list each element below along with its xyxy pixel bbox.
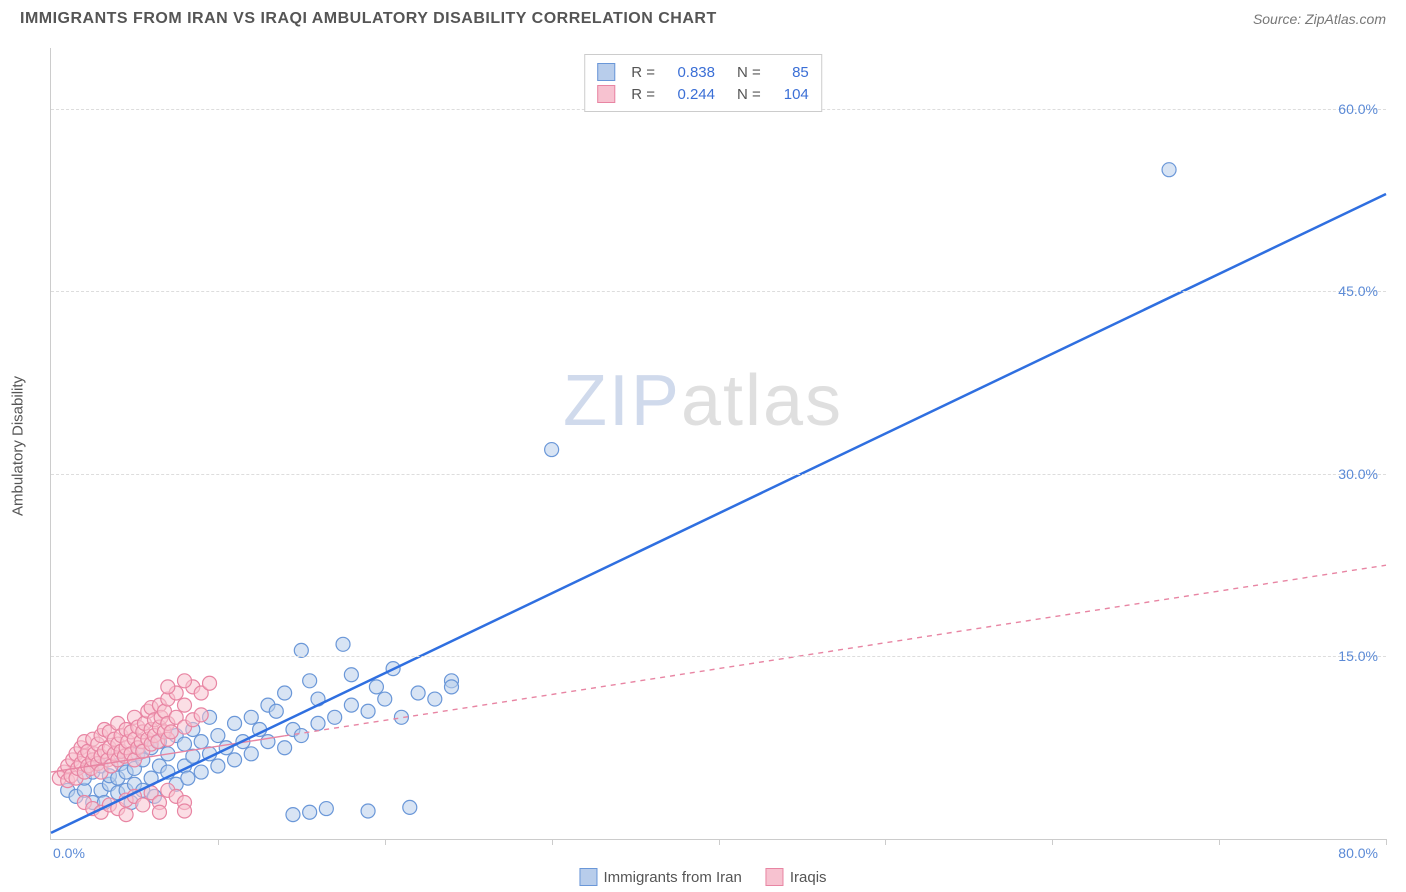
x-tick-mark bbox=[885, 839, 886, 845]
scatter-point bbox=[361, 804, 375, 818]
correlation-legend: R = 0.838 N = 85 R = 0.244 N = 104 bbox=[584, 54, 822, 112]
n-label: N = bbox=[737, 64, 761, 81]
scatter-point bbox=[228, 716, 242, 730]
scatter-point bbox=[336, 637, 350, 651]
scatter-point bbox=[278, 686, 292, 700]
scatter-point bbox=[228, 753, 242, 767]
scatter-point bbox=[178, 698, 192, 712]
r-label: R = bbox=[631, 86, 655, 103]
scatter-point bbox=[545, 443, 559, 457]
gridline bbox=[51, 291, 1386, 292]
y-tick-label: 60.0% bbox=[1338, 101, 1378, 117]
scatter-point bbox=[445, 680, 459, 694]
scatter-point bbox=[303, 674, 317, 688]
scatter-point bbox=[119, 808, 133, 822]
x-tick-mark bbox=[385, 839, 386, 845]
x-tick-mark bbox=[1052, 839, 1053, 845]
chart-svg bbox=[51, 48, 1386, 839]
scatter-point bbox=[203, 676, 217, 690]
y-axis-label: Ambulatory Disability bbox=[10, 376, 27, 516]
scatter-point bbox=[278, 741, 292, 755]
scatter-point bbox=[178, 737, 192, 751]
legend-label: Iraqis bbox=[790, 869, 827, 886]
scatter-point bbox=[328, 710, 342, 724]
trend-line bbox=[285, 565, 1386, 736]
x-max-label: 80.0% bbox=[1338, 845, 1378, 861]
r-value: 0.838 bbox=[665, 64, 715, 81]
scatter-point bbox=[269, 704, 283, 718]
scatter-point bbox=[344, 668, 358, 682]
n-label: N = bbox=[737, 86, 761, 103]
source-label: Source: ZipAtlas.com bbox=[1253, 11, 1386, 27]
scatter-point bbox=[194, 735, 208, 749]
n-value: 85 bbox=[771, 64, 809, 81]
x-tick-mark bbox=[218, 839, 219, 845]
series-legend: Immigrants from Iran Iraqis bbox=[579, 868, 826, 886]
scatter-point bbox=[428, 692, 442, 706]
scatter-point bbox=[152, 805, 166, 819]
scatter-point bbox=[181, 771, 195, 785]
scatter-point bbox=[403, 800, 417, 814]
scatter-point bbox=[178, 674, 192, 688]
n-value: 104 bbox=[771, 86, 809, 103]
legend-swatch bbox=[597, 63, 615, 81]
scatter-point bbox=[244, 747, 258, 761]
legend-swatch bbox=[579, 868, 597, 886]
scatter-point bbox=[136, 798, 150, 812]
legend-item: Iraqis bbox=[766, 868, 827, 886]
chart-plot-area: 0.0% 80.0% 15.0%30.0%45.0%60.0% bbox=[50, 48, 1386, 840]
gridline bbox=[51, 474, 1386, 475]
x-origin-label: 0.0% bbox=[53, 845, 85, 861]
scatter-point bbox=[286, 808, 300, 822]
scatter-point bbox=[164, 725, 178, 739]
scatter-point bbox=[244, 710, 258, 724]
scatter-point bbox=[161, 680, 175, 694]
scatter-point bbox=[344, 698, 358, 712]
correlation-row: R = 0.838 N = 85 bbox=[597, 61, 809, 83]
scatter-point bbox=[369, 680, 383, 694]
scatter-point bbox=[294, 643, 308, 657]
x-tick-mark bbox=[552, 839, 553, 845]
y-tick-label: 45.0% bbox=[1338, 283, 1378, 299]
scatter-point bbox=[378, 692, 392, 706]
x-tick-mark bbox=[719, 839, 720, 845]
scatter-point bbox=[319, 802, 333, 816]
scatter-point bbox=[194, 708, 208, 722]
gridline bbox=[51, 656, 1386, 657]
scatter-point bbox=[261, 735, 275, 749]
scatter-point bbox=[294, 729, 308, 743]
scatter-point bbox=[361, 704, 375, 718]
r-label: R = bbox=[631, 64, 655, 81]
trend-line bbox=[51, 194, 1386, 833]
scatter-point bbox=[194, 765, 208, 779]
scatter-point bbox=[211, 759, 225, 773]
scatter-point bbox=[303, 805, 317, 819]
correlation-row: R = 0.244 N = 104 bbox=[597, 83, 809, 105]
scatter-point bbox=[411, 686, 425, 700]
scatter-point bbox=[178, 804, 192, 818]
legend-swatch bbox=[597, 85, 615, 103]
legend-label: Immigrants from Iran bbox=[603, 869, 741, 886]
scatter-point bbox=[311, 716, 325, 730]
y-tick-label: 15.0% bbox=[1338, 648, 1378, 664]
scatter-point bbox=[1162, 163, 1176, 177]
y-tick-label: 30.0% bbox=[1338, 466, 1378, 482]
scatter-point bbox=[211, 729, 225, 743]
legend-swatch bbox=[766, 868, 784, 886]
r-value: 0.244 bbox=[665, 86, 715, 103]
legend-item: Immigrants from Iran bbox=[579, 868, 741, 886]
chart-title: IMMIGRANTS FROM IRAN VS IRAQI AMBULATORY… bbox=[20, 10, 717, 28]
x-tick-mark bbox=[1219, 839, 1220, 845]
x-tick-mark bbox=[1386, 839, 1387, 845]
